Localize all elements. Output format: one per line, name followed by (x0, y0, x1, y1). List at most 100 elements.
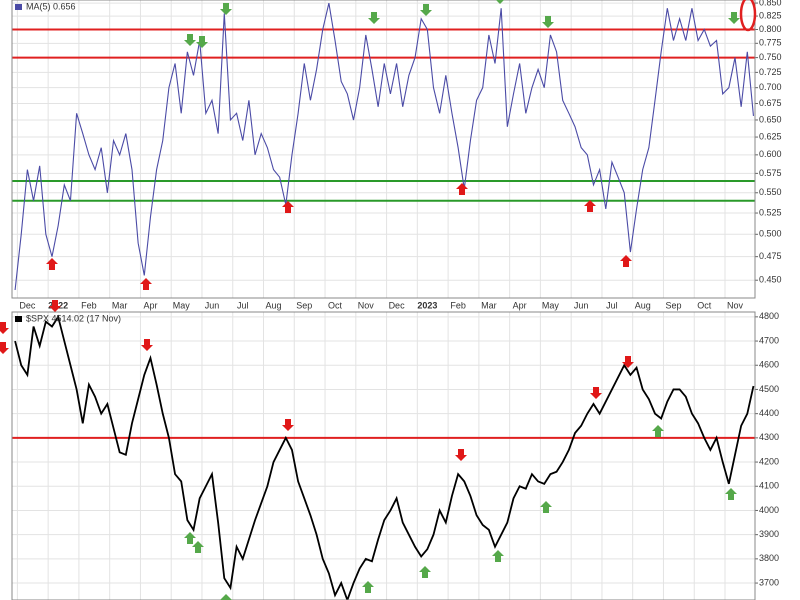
down-arrow (728, 12, 740, 24)
y-tick-label: 0.725 (759, 67, 782, 77)
y-tick-label: 0.575 (759, 168, 782, 178)
x-tick-label: 2023 (417, 300, 437, 310)
down-arrow (49, 300, 61, 312)
y-tick-label: 4100 (759, 481, 779, 491)
plot-layer: Dec 2022 Feb Mar Apr May Jun Jul Aug Sep Oct Nov Dec… (11, 0, 782, 600)
down-arrow (141, 339, 153, 351)
panel-border (11, 0, 756, 299)
down-arrow (542, 16, 554, 28)
down-arrow (368, 12, 380, 24)
legend-swatch (15, 4, 22, 10)
down-arrow (282, 419, 294, 431)
up-arrow (140, 278, 152, 290)
down-arrow (455, 449, 467, 461)
y-tick-label: 3900 (759, 529, 779, 539)
y-tick-label: 4500 (759, 384, 779, 394)
down-arrow (0, 342, 9, 354)
y-tick-label: 4400 (759, 408, 779, 418)
y-tick-label: 0.675 (759, 98, 782, 108)
y-tick-label: 0.650 (759, 114, 782, 124)
down-arrow (220, 3, 232, 15)
down-arrow (420, 4, 432, 16)
y-tick-label: 0.475 (759, 251, 782, 261)
panel: 3700 3800 3900 4000 4100 4200 4300 4400 4500 4600… (11, 311, 779, 600)
panel: Dec 2022 Feb Mar Apr May Jun Jul Aug Sep Oct Nov Dec… (11, 0, 782, 310)
legend-swatch (15, 316, 22, 322)
y-tick-label: 0.850 (759, 0, 782, 7)
y-tick-label: 4200 (759, 456, 779, 466)
y-tick-label: 0.775 (759, 38, 782, 48)
down-arrow (0, 322, 9, 334)
x-tick-label: Sep (296, 300, 312, 310)
y-tick-label: 0.750 (759, 52, 782, 62)
y-tick-label: 4600 (759, 360, 779, 370)
y-tick-label: 4800 (759, 311, 779, 321)
x-tick-label: Jun (574, 300, 589, 310)
down-arrow (622, 356, 634, 368)
x-tick-label: Mar (112, 300, 128, 310)
y-tick-label: 0.600 (759, 149, 782, 159)
x-tick-label: Apr (513, 300, 527, 310)
up-arrow (419, 566, 431, 578)
x-tick-label: Oct (328, 300, 343, 310)
y-tick-label: 3800 (759, 553, 779, 563)
up-arrow (584, 200, 596, 212)
x-tick-label: 2022 (48, 300, 68, 310)
y-tick-label: 4700 (759, 335, 779, 345)
series-line (14, 314, 755, 600)
up-arrow (46, 258, 58, 270)
y-tick-label: 3700 (759, 577, 779, 587)
x-tick-label: Dec (389, 300, 406, 310)
up-arrow (192, 541, 204, 553)
y-tick-label: 0.500 (759, 229, 782, 239)
x-tick-label: Jun (205, 300, 220, 310)
up-arrow (540, 501, 552, 513)
down-arrow (196, 36, 208, 48)
x-tick-label: Oct (697, 300, 712, 310)
x-tick-label: May (173, 300, 191, 310)
x-tick-label: Nov (727, 300, 744, 310)
down-arrow (590, 387, 602, 399)
y-tick-label: 4000 (759, 505, 779, 515)
y-tick-label: 0.550 (759, 187, 782, 197)
highlight-ellipse (739, 0, 757, 32)
x-tick-label: Dec (19, 300, 36, 310)
down-arrow (184, 34, 196, 46)
panel-border (11, 311, 756, 600)
x-tick-label: Feb (450, 300, 466, 310)
up-arrow (220, 594, 232, 600)
y-tick-label: 0.800 (759, 24, 782, 34)
x-tick-label: Nov (358, 300, 375, 310)
y-tick-label: 0.825 (759, 10, 782, 20)
x-tick-label: Mar (481, 300, 497, 310)
y-tick-label: 0.525 (759, 207, 782, 217)
x-tick-label: Aug (635, 300, 651, 310)
up-arrow (282, 201, 294, 213)
x-tick-label: Feb (81, 300, 97, 310)
x-tick-label: Jul (606, 300, 618, 310)
up-arrow (456, 183, 468, 195)
up-arrow (620, 255, 632, 267)
legend-label: $SPX 4514.02 (17 Nov) (26, 313, 121, 323)
up-arrow (184, 532, 196, 544)
legend-label: MA(5) 0.656 (26, 1, 76, 11)
y-tick-label: 0.700 (759, 82, 782, 92)
y-tick-label: 0.625 (759, 131, 782, 141)
y-tick-label: 4300 (759, 432, 779, 442)
x-tick-label: Aug (266, 300, 282, 310)
up-arrow (492, 550, 504, 562)
y-tick-label: 0.450 (759, 275, 782, 285)
x-tick-label: Jul (237, 300, 249, 310)
series-line (14, 2, 755, 291)
up-arrow (725, 488, 737, 500)
down-arrow (496, 0, 504, 4)
x-tick-label: May (542, 300, 560, 310)
x-tick-label: Apr (143, 300, 157, 310)
x-tick-label: Sep (665, 300, 681, 310)
up-arrow (652, 425, 664, 437)
annotations (0, 0, 757, 600)
